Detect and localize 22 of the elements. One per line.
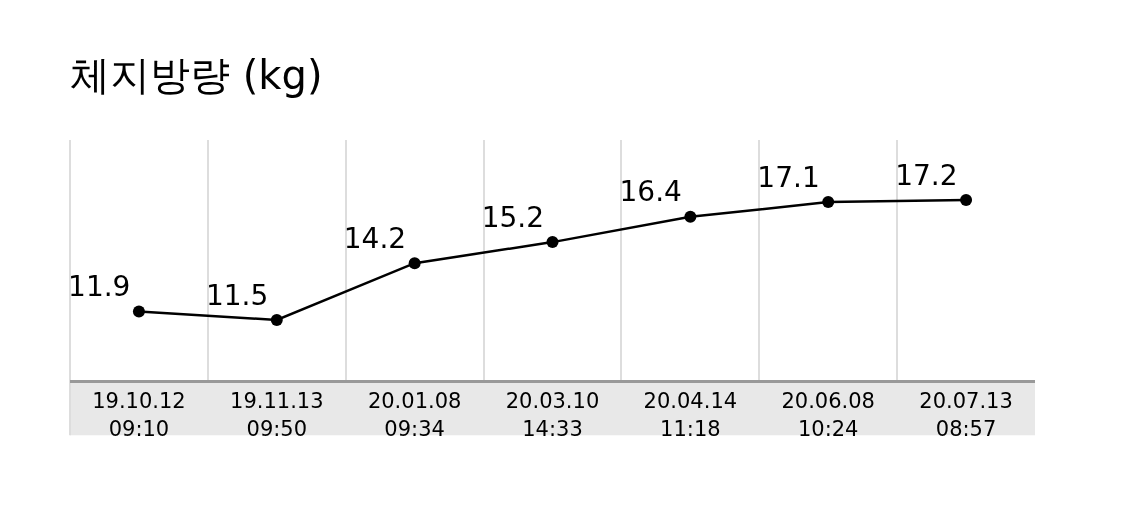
- data-label: 16.4: [619, 175, 682, 209]
- data-label: 17.1: [757, 160, 820, 194]
- point: [822, 196, 835, 209]
- data-label: 11.9: [68, 270, 131, 304]
- data-label: 14.2: [343, 221, 407, 255]
- point: [684, 210, 697, 223]
- x-tick-label: 20.03.10 14:33: [505, 389, 600, 441]
- point: [960, 194, 973, 206]
- x-tick-label: 20.01.08 09:34: [367, 389, 462, 441]
- point: [132, 305, 145, 318]
- x-tick-label: 20.07.13 08:57: [919, 389, 1013, 441]
- x-tick-label: 19.11.13 09:50: [230, 389, 324, 441]
- x-tick-label: 20.04.14 11:18: [643, 389, 738, 441]
- chart-title: 체지방량 (kg): [70, 52, 323, 98]
- x-tick-label: 19.10.12 09:10: [92, 389, 186, 441]
- point: [408, 257, 421, 270]
- point: [546, 236, 559, 249]
- data-label: 15.2: [481, 200, 544, 234]
- point: [270, 314, 283, 326]
- data-label: 17.2: [895, 158, 958, 192]
- x-tick-label: 20.06.08 10:24: [781, 389, 875, 441]
- data-label: 11.5: [205, 278, 269, 312]
